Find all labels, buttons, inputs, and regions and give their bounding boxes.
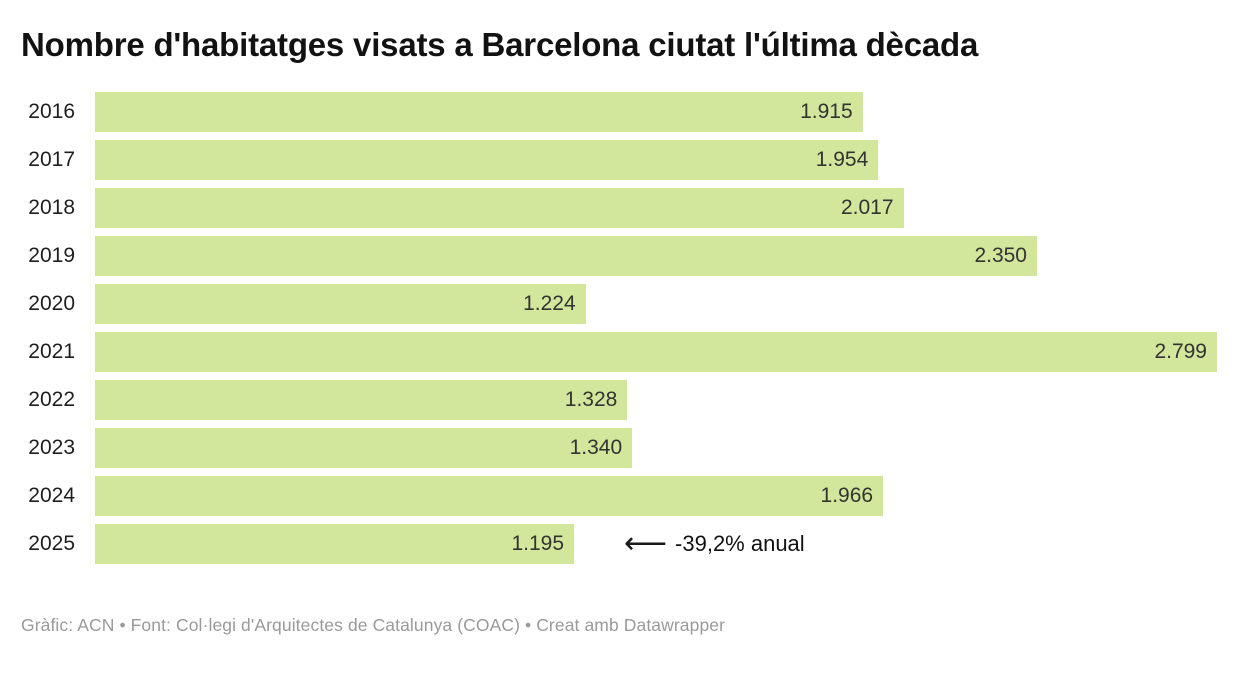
left-arrow-icon: ⟵	[624, 525, 668, 561]
bar-track: 2.799	[95, 331, 1217, 372]
bar[interactable]: 1.954	[95, 139, 879, 180]
value-label: 1.328	[564, 387, 618, 411]
year-label: 2020	[28, 291, 75, 315]
bar-track: 1.328	[95, 379, 1217, 420]
bar-row: 2025 1.195 ⟵ -39,2% anual	[21, 523, 1217, 564]
bar-track: 1.195 ⟵ -39,2% anual	[95, 523, 1217, 564]
bar-track: 1.966	[95, 475, 1217, 516]
value-label: 1.966	[820, 483, 874, 507]
value-label: 1.340	[569, 435, 623, 459]
year-label: 2025	[28, 531, 75, 555]
bar-track: 2.350	[95, 235, 1217, 276]
bar-row: 2020 1.224	[21, 283, 1217, 324]
bar-row: 2016 1.915	[21, 91, 1217, 132]
chart-title: Nombre d'habitatges visats a Barcelona c…	[21, 26, 979, 63]
value-label: 2.017	[840, 195, 894, 219]
bar[interactable]: 1.224	[95, 283, 586, 324]
bar-track: 1.915	[95, 91, 1217, 132]
value-label: 2.799	[1154, 339, 1207, 363]
bar-track: 2.017	[95, 187, 1217, 228]
bar[interactable]: 2.350	[95, 235, 1037, 276]
year-label: 2024	[28, 483, 75, 507]
value-label: 2.350	[974, 243, 1027, 267]
bar-track: 1.340	[95, 427, 1217, 468]
bar-row: 2019 2.350	[21, 235, 1217, 276]
bar[interactable]: 1.966	[95, 475, 884, 516]
bar[interactable]: 2.799	[95, 331, 1217, 372]
chart-footer-attribution: Gràfic: ACN • Font: Col·legi d'Arquitect…	[21, 614, 726, 635]
bar-track: 1.954	[95, 139, 1217, 180]
value-label: 1.195	[511, 531, 565, 555]
bar[interactable]: 1.915	[95, 91, 863, 132]
bar-row: 2024 1.966	[21, 475, 1217, 516]
bar-row: 2021 2.799	[21, 331, 1217, 372]
value-label: 1.224	[523, 291, 576, 315]
bar-row: 2023 1.340	[21, 427, 1217, 468]
year-label: 2018	[28, 195, 75, 219]
value-label: 1.915	[800, 99, 853, 123]
bar[interactable]: 2.017	[95, 187, 904, 228]
bar[interactable]: 1.340	[95, 427, 633, 468]
bar-row: 2018 2.017	[21, 187, 1217, 228]
year-label: 2022	[28, 387, 75, 411]
bar-row: 2017 1.954	[21, 139, 1217, 180]
bar-row: 2022 1.328	[21, 379, 1217, 420]
year-label: 2023	[28, 435, 75, 459]
annotation-text: -39,2% anual	[675, 530, 805, 556]
bar-chart: 2016 1.915 2017 1.954 2018 2.017 2019 2.350 2020…	[21, 91, 1217, 572]
year-label: 2019	[28, 243, 75, 267]
year-label: 2016	[28, 99, 75, 123]
bar[interactable]: 1.195	[95, 523, 575, 564]
annotation: ⟵ -39,2% anual	[624, 525, 805, 561]
value-label: 1.954	[815, 147, 869, 171]
year-label: 2017	[28, 147, 75, 171]
bar[interactable]: 1.328	[95, 379, 628, 420]
year-label: 2021	[28, 339, 75, 363]
bar-track: 1.224	[95, 283, 1217, 324]
